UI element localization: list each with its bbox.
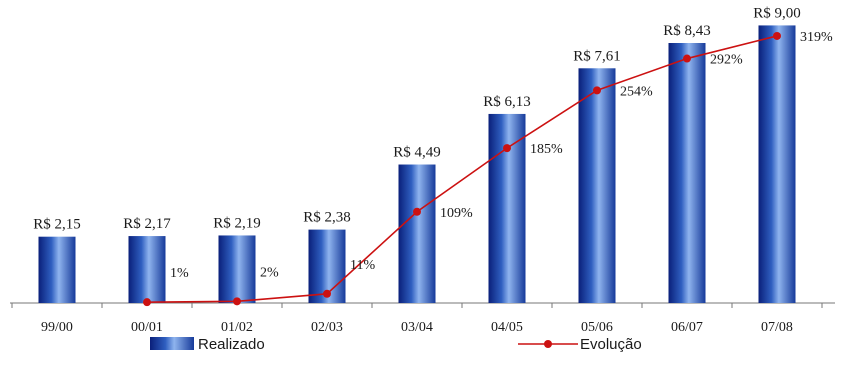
bar-value-label: R$ 2,38 [303, 210, 351, 226]
evolution-value-label: 254% [620, 84, 653, 99]
bar-series [38, 25, 796, 304]
legend-swatch-marker [544, 340, 552, 348]
bar-value-label: R$ 4,49 [393, 145, 441, 161]
evolution-value-label: 11% [350, 258, 375, 273]
evolution-point [593, 86, 601, 95]
bar-00/01 [128, 236, 166, 303]
x-tick-label: 99/00 [41, 320, 73, 335]
bar-value-label: R$ 2,15 [33, 217, 81, 233]
evolution-point [413, 207, 421, 216]
evolution-value-label: 319% [800, 30, 833, 45]
x-tick-label: 04/05 [491, 320, 523, 335]
evolution-point [143, 298, 151, 307]
bar-value-label: R$ 8,43 [663, 23, 711, 39]
bar-04/05 [488, 113, 526, 303]
evolution-point [773, 31, 781, 40]
x-tick-label: 02/03 [311, 320, 343, 335]
bar-99/00 [38, 236, 76, 303]
evolution-value-label: 292% [710, 53, 743, 68]
evolution-value-label: 2% [260, 265, 279, 280]
bar-01/02 [218, 235, 256, 303]
bar-05/06 [578, 68, 616, 303]
x-tick-label: 07/08 [761, 320, 793, 335]
evolution-value-label: 185% [530, 142, 563, 157]
bar-value-label: R$ 9,00 [753, 5, 801, 21]
bar-03/04 [398, 164, 436, 303]
bar-06/07 [668, 43, 706, 304]
evolution-point [683, 54, 691, 63]
bar-value-label: R$ 7,61 [573, 48, 621, 64]
x-tick-label: 03/04 [401, 320, 433, 335]
legend-label-evolucao: Evolução [580, 336, 642, 353]
bar-value-label: R$ 6,13 [483, 94, 531, 110]
x-axis-ticks [11, 303, 823, 308]
line-series [143, 31, 781, 307]
x-tick-label: 01/02 [221, 320, 253, 335]
x-tick-label: 05/06 [581, 320, 613, 335]
bar-value-label: R$ 2,17 [123, 216, 171, 232]
bar-07/08 [758, 25, 796, 304]
evolution-value-label: 1% [170, 266, 189, 281]
legend-label-realizado: Realizado [198, 336, 265, 353]
data-labels: R$ 2,15 R$ 2,17 1% R$ 2,19 2% R$ 2,38 11% R$ 4,… [33, 5, 833, 281]
legend-swatch-realizado [150, 337, 194, 350]
x-tick-label: 00/01 [131, 320, 163, 335]
x-tick-labels: 99/00 00/01 01/02 02/03 03/04 04/05 05/06 06/07… [41, 320, 793, 335]
evolution-point [233, 297, 241, 306]
x-tick-label: 06/07 [671, 320, 703, 335]
legend: Realizado Evolução [150, 336, 642, 353]
evolution-point [323, 289, 331, 298]
evolution-value-label: 109% [440, 206, 473, 221]
bar-value-label: R$ 2,19 [213, 215, 261, 231]
evolution-point [503, 144, 511, 153]
evolution-line [146, 35, 778, 303]
